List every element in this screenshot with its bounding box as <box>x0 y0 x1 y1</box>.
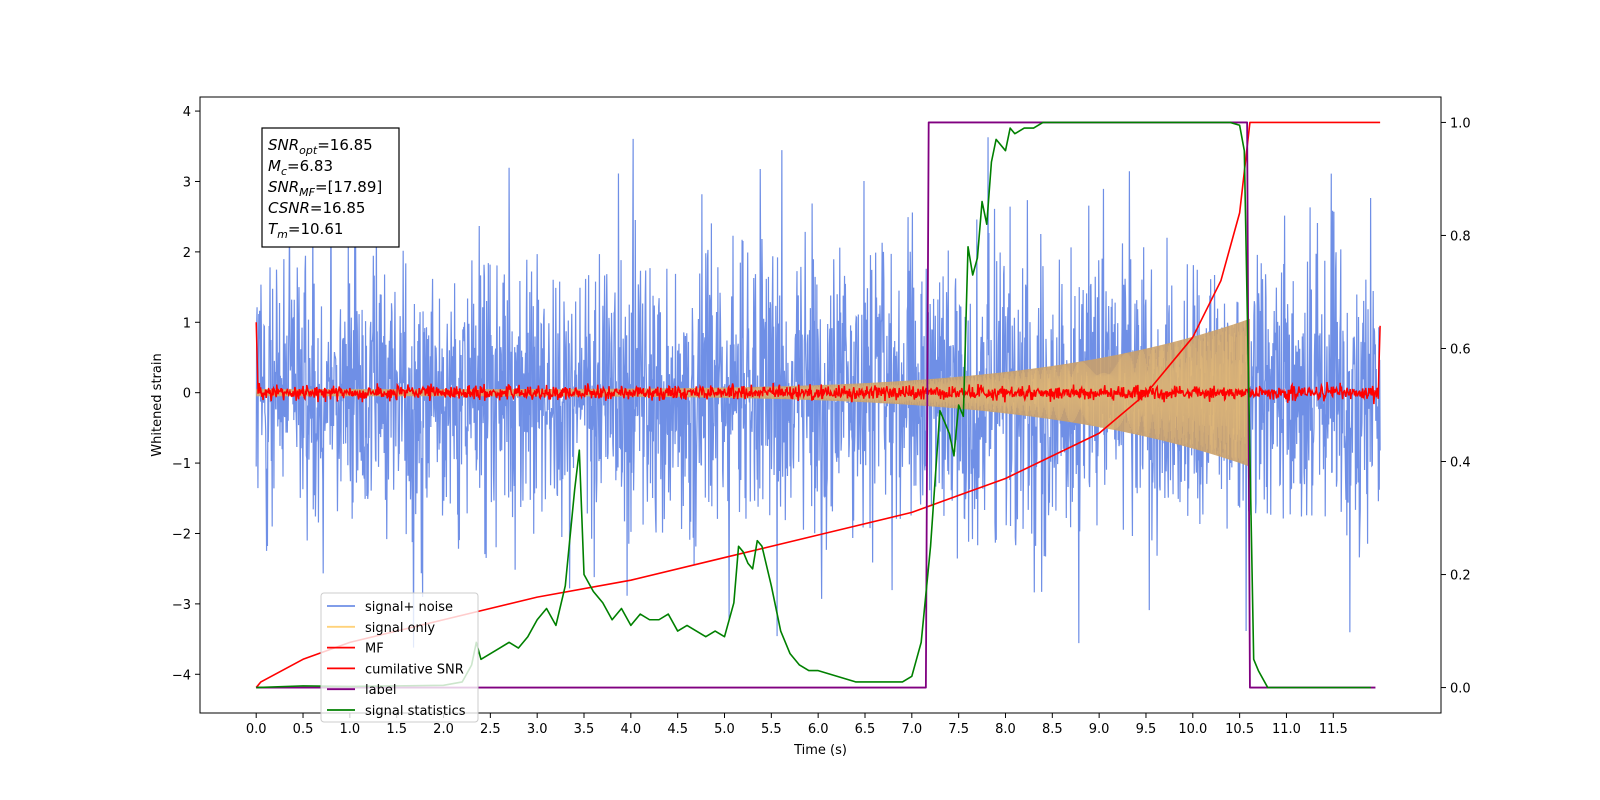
y-axis-label: Whitened strain <box>150 353 165 456</box>
plot-area <box>255 121 1381 689</box>
annotation-subscript: m <box>277 228 288 241</box>
axes: 0.0 0.5 1.0 1.5 2.0 2.5 3.0 3.5 4.0 4.5 5.0 5.5 6.0 6… <box>150 96 1471 758</box>
annotation-line: SNRopt=16.85 <box>268 136 373 157</box>
x-tick-label: 1.5 <box>386 722 407 737</box>
x-axis-label: Time (s) <box>793 743 847 758</box>
x-tick-label: 5.0 <box>714 722 735 737</box>
y2-tick-label: 0.8 <box>1450 229 1471 244</box>
annotation-symbol: SNR <box>268 178 299 196</box>
y-tick-label: −1 <box>172 457 191 472</box>
x-tick-label: 8.5 <box>1042 722 1063 737</box>
x-tick-label: 3.0 <box>527 722 548 737</box>
y-tick-label: 0 <box>183 387 191 402</box>
legend: signal+ noise signal only MF cumilative SNR… <box>320 592 479 723</box>
annotation-symbol: SNR <box>268 136 299 154</box>
annotation-line: CSNR=16.85 <box>268 199 365 217</box>
y-tick-label: −3 <box>172 598 191 613</box>
x-tick-label: 6.0 <box>808 722 829 737</box>
y2-tick-label: 0.4 <box>1450 456 1471 471</box>
y2-tick-label: 1.0 <box>1450 116 1471 131</box>
annotation-line: Tm=10.61 <box>268 220 343 241</box>
x-tick-label: 7.0 <box>901 722 922 737</box>
annotation-value: =16.85 <box>317 136 373 154</box>
y-tick-label: 1 <box>183 316 191 331</box>
y-tick-label: −2 <box>172 527 191 542</box>
x-tick-label: 0.5 <box>293 722 314 737</box>
x-tick-label: 4.0 <box>620 722 641 737</box>
x-tick-label: 10.0 <box>1178 722 1207 737</box>
x-tick-label: 11.0 <box>1272 722 1301 737</box>
y2-tick-label: 0.6 <box>1450 342 1471 357</box>
annotation-box: SNRopt=16.85Mc=6.83SNRMF=[17.89]CSNR=16.… <box>261 127 400 248</box>
annotation-symbol: M <box>268 157 281 175</box>
annotation-symbol: T <box>268 220 279 238</box>
y2-tick-label: 0.2 <box>1450 569 1471 584</box>
x-tick-label: 11.5 <box>1319 722 1348 737</box>
y-tick-label: 3 <box>183 175 191 190</box>
annotation-symbol: CSNR <box>268 199 310 217</box>
y-tick-label: 2 <box>183 246 191 261</box>
annotation-subscript: MF <box>299 186 315 199</box>
x-tick-label: 9.0 <box>1089 722 1110 737</box>
y2-tick-label: 0.0 <box>1450 682 1471 697</box>
annotation-line: SNRMF=[17.89] <box>268 178 382 199</box>
x-tick-label: 2.5 <box>480 722 501 737</box>
x-tick-label: 3.5 <box>574 722 595 737</box>
x-tick-label: 6.5 <box>855 722 876 737</box>
x-tick-label: 0.0 <box>246 722 267 737</box>
x-tick-label: 8.0 <box>995 722 1016 737</box>
legend-entry: signal statistics <box>365 704 466 719</box>
annotation-frame <box>261 127 400 248</box>
x-tick-label: 1.0 <box>340 722 361 737</box>
series-signal-statistics-line <box>256 121 1371 689</box>
x-tick-label: 4.5 <box>667 722 688 737</box>
x-tick-label: 5.5 <box>761 722 782 737</box>
x-tick-label: 2.0 <box>433 722 454 737</box>
plot-clipped-group <box>255 121 1381 689</box>
legend-frame <box>320 592 479 723</box>
legend-entry: label <box>365 683 396 698</box>
y-tick-label: −4 <box>172 668 191 683</box>
legend-entry: signal only <box>365 621 435 636</box>
x-tick-label: 7.5 <box>948 722 969 737</box>
annotation-line: Mc=6.83 <box>268 157 333 178</box>
y-tick-label: 4 <box>183 105 191 120</box>
annotation-subscript: c <box>281 165 287 178</box>
x-tick-label: 9.5 <box>1136 722 1157 737</box>
legend-entry: MF <box>365 642 384 657</box>
annotation-subscript: opt <box>299 144 318 157</box>
legend-entry: cumilative SNR <box>365 662 464 677</box>
legend-entry: signal+ noise <box>365 600 453 615</box>
x-tick-label: 10.5 <box>1225 722 1254 737</box>
annotation-value: =[17.89] <box>315 178 382 196</box>
axes-frame <box>199 96 1442 714</box>
annotation-value: =6.83 <box>287 157 333 175</box>
annotation-value: =10.61 <box>288 220 344 238</box>
series-mf-line <box>255 322 1381 405</box>
annotation-value: =16.85 <box>310 199 366 217</box>
